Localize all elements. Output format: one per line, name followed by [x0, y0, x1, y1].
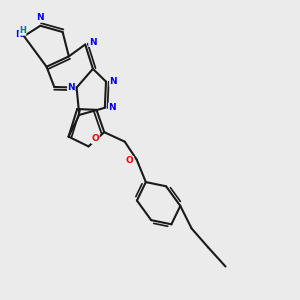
- Text: H: H: [19, 26, 26, 35]
- Text: N: N: [110, 77, 117, 86]
- Text: O: O: [126, 157, 134, 166]
- Text: N: N: [108, 103, 116, 112]
- Text: N: N: [68, 83, 75, 92]
- Text: O: O: [92, 134, 99, 143]
- Text: N: N: [89, 38, 96, 46]
- Text: N: N: [37, 13, 44, 22]
- Text: N: N: [15, 30, 22, 39]
